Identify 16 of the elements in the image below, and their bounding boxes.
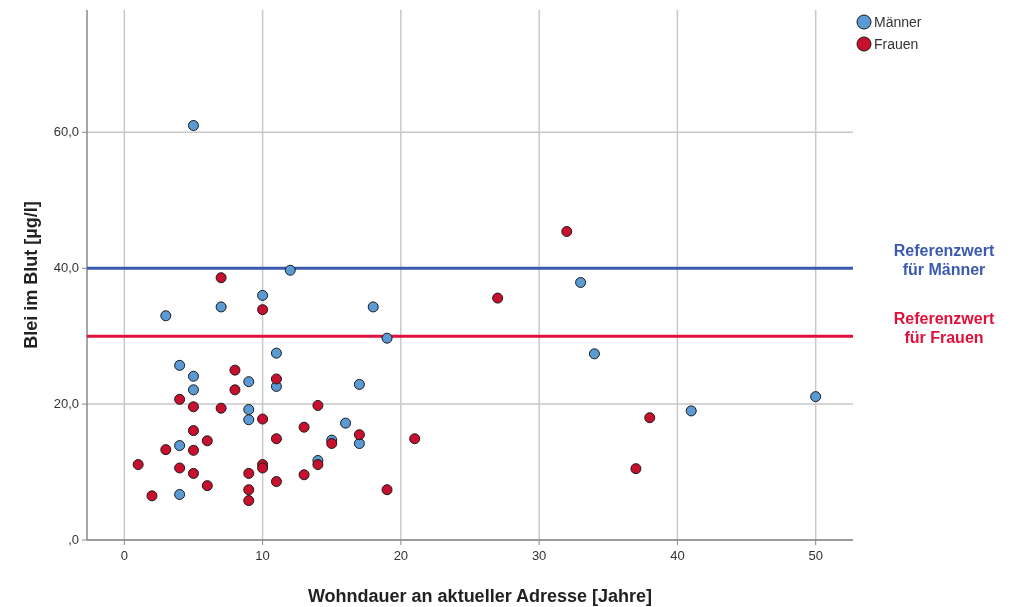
y-tick-label: 40,0	[53, 260, 79, 276]
x-tick-label: 20	[393, 548, 409, 563]
x-tick-label: 10	[255, 548, 270, 563]
x-tick-label: 40	[670, 548, 685, 563]
ref-line-label: Referenzwert für Frauen	[893, 310, 995, 347]
x-tick-label: 30	[531, 548, 547, 563]
x-axis-title: Wohndauer an aktueller Adresse [Jahre]	[307, 586, 653, 606]
x-tick-label: 50	[808, 548, 823, 563]
legend-label: Männer	[874, 14, 922, 30]
ref-line-label: Referenzwert für Männer	[893, 242, 995, 279]
y-tick-label: 60,0	[53, 124, 79, 140]
x-tick-label: 0	[120, 548, 128, 563]
legend-label: Frauen	[874, 36, 919, 52]
y-tick-label: 20,0	[53, 396, 79, 412]
y-axis-title: Blei im Blut [µg/l]	[21, 201, 41, 349]
y-tick-label: ,0	[68, 532, 79, 547]
